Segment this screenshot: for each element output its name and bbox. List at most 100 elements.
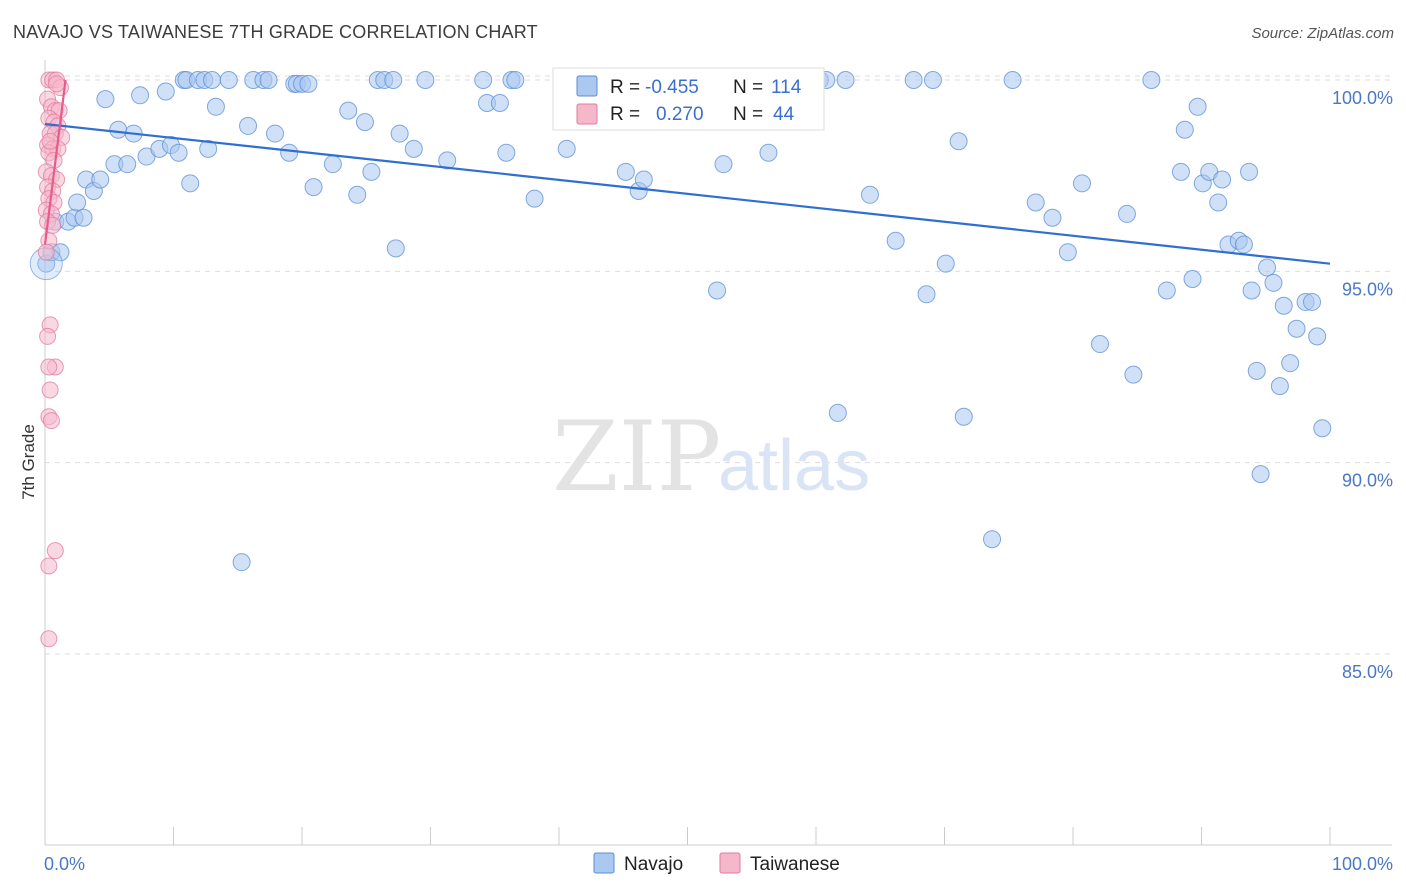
navajo-point bbox=[109, 120, 128, 139]
navajo-point bbox=[438, 151, 457, 170]
navajo-point bbox=[348, 185, 367, 204]
navajo-point bbox=[206, 97, 225, 116]
navajo-point bbox=[923, 71, 942, 89]
legend-n-value-navajo: 114 bbox=[771, 77, 802, 98]
navajo-point bbox=[983, 530, 1002, 549]
taiwanese-points bbox=[37, 71, 71, 648]
trend-lines bbox=[43, 79, 1331, 265]
navajo-point bbox=[1313, 419, 1332, 438]
navajo-point bbox=[299, 74, 318, 93]
navajo-point bbox=[1142, 71, 1161, 89]
navajo-point bbox=[1251, 465, 1270, 484]
navajo-point bbox=[836, 71, 855, 89]
taiwanese-point bbox=[40, 358, 58, 376]
navajo-point bbox=[1247, 361, 1266, 380]
navajo-point bbox=[199, 139, 218, 158]
x-tick-label-min: 0.0% bbox=[44, 854, 85, 874]
legend-r-value-navajo: -0.455 bbox=[645, 77, 699, 98]
navajo-point bbox=[1090, 335, 1109, 354]
navajo-point bbox=[714, 155, 733, 174]
navajo-point bbox=[904, 71, 923, 89]
navajo-point bbox=[949, 132, 968, 151]
legend-swatch-taiwanese bbox=[576, 103, 598, 125]
navajo-point bbox=[339, 101, 358, 120]
navajo-point bbox=[1124, 365, 1143, 384]
navajo-point bbox=[917, 285, 936, 304]
navajo-point bbox=[1240, 162, 1259, 181]
taiwanese-point bbox=[37, 243, 55, 261]
series-legend: Navajo Taiwanese bbox=[593, 852, 840, 875]
navajo-point bbox=[203, 71, 222, 89]
x-tick-label-max: 100.0% bbox=[1332, 854, 1393, 874]
navajo-point bbox=[1058, 243, 1077, 262]
navajo-point bbox=[616, 162, 635, 181]
legend-n-value-taiwanese: 44 bbox=[773, 104, 795, 125]
navajo-point bbox=[954, 407, 973, 426]
navajo-point bbox=[557, 139, 576, 158]
navajo-point bbox=[404, 139, 423, 158]
legend-swatch-navajo bbox=[576, 75, 598, 97]
navajo-point bbox=[118, 155, 137, 174]
navajo-point bbox=[355, 113, 374, 132]
navajo-point bbox=[936, 254, 955, 273]
navajo-point bbox=[96, 90, 115, 109]
taiwanese-point bbox=[46, 542, 64, 560]
navajo-point bbox=[708, 281, 727, 300]
navajo-point bbox=[1117, 204, 1136, 223]
navajo-point bbox=[474, 71, 493, 89]
navajo-point bbox=[1157, 281, 1176, 300]
legend-r-value-taiwanese: 0.270 bbox=[656, 104, 704, 125]
watermark-atlas: atlas bbox=[718, 426, 870, 506]
y-tick-label: 100.0% bbox=[1332, 88, 1393, 108]
y-axis-label: 7th Grade bbox=[19, 424, 38, 500]
navajo-point bbox=[266, 124, 285, 143]
navajo-point bbox=[280, 143, 299, 162]
navajo-point bbox=[219, 71, 238, 89]
navajo-point bbox=[1209, 193, 1228, 212]
navajo-point bbox=[304, 178, 323, 197]
legend-n-label-taiwanese: N = bbox=[733, 104, 763, 125]
legend-n-label-navajo: N = bbox=[733, 77, 763, 98]
taiwanese-point bbox=[41, 132, 59, 150]
navajo-point bbox=[1072, 174, 1091, 193]
navajo-point bbox=[1270, 377, 1289, 396]
navajo-point bbox=[490, 93, 509, 112]
bottom-legend-navajo: Navajo bbox=[624, 854, 683, 875]
navajo-point bbox=[74, 208, 93, 227]
navajo-point bbox=[1303, 292, 1322, 311]
navajo-point bbox=[386, 239, 405, 258]
navajo-point bbox=[828, 403, 847, 422]
watermark-zip: ZIP bbox=[552, 401, 721, 513]
navajo-point bbox=[362, 162, 381, 181]
navajo-point bbox=[1308, 327, 1327, 346]
watermark: ZIP atlas bbox=[552, 401, 870, 513]
axes: 100.0% 95.0% 90.0% 85.0% 0.0% 100.0% bbox=[44, 60, 1393, 874]
bottom-legend-taiwanese: Taiwanese bbox=[750, 854, 840, 875]
correlation-legend: R = -0.455 N = 114 R = 0.270 N = 44 bbox=[552, 67, 825, 131]
taiwanese-point bbox=[40, 557, 58, 575]
navajo-point bbox=[1003, 71, 1022, 89]
navajo-point bbox=[886, 231, 905, 250]
navajo-point bbox=[1274, 296, 1293, 315]
navajo-point bbox=[1188, 97, 1207, 116]
navajo-point bbox=[390, 124, 409, 143]
navajo-point bbox=[416, 71, 435, 89]
navajo-point bbox=[259, 71, 278, 89]
taiwanese-point bbox=[42, 412, 60, 430]
source-label: Source: ZipAtlas.com bbox=[1251, 25, 1394, 42]
taiwanese-point bbox=[41, 381, 59, 399]
navajo-point bbox=[156, 82, 175, 101]
y-tick-label: 95.0% bbox=[1342, 279, 1393, 299]
navajo-point bbox=[1242, 281, 1261, 300]
navajo-point bbox=[1026, 193, 1045, 212]
taiwanese-point bbox=[40, 630, 58, 648]
navajo-point bbox=[1281, 354, 1300, 373]
navajo-trend-line bbox=[44, 122, 1331, 265]
navajo-point bbox=[1043, 208, 1062, 227]
legend-r-label-navajo: R = bbox=[610, 77, 640, 98]
navajo-point bbox=[1213, 170, 1232, 189]
taiwanese-point bbox=[39, 327, 57, 345]
navajo-point bbox=[384, 71, 403, 89]
chart-title: NAVAJO VS TAIWANESE 7TH GRADE CORRELATIO… bbox=[13, 22, 538, 42]
